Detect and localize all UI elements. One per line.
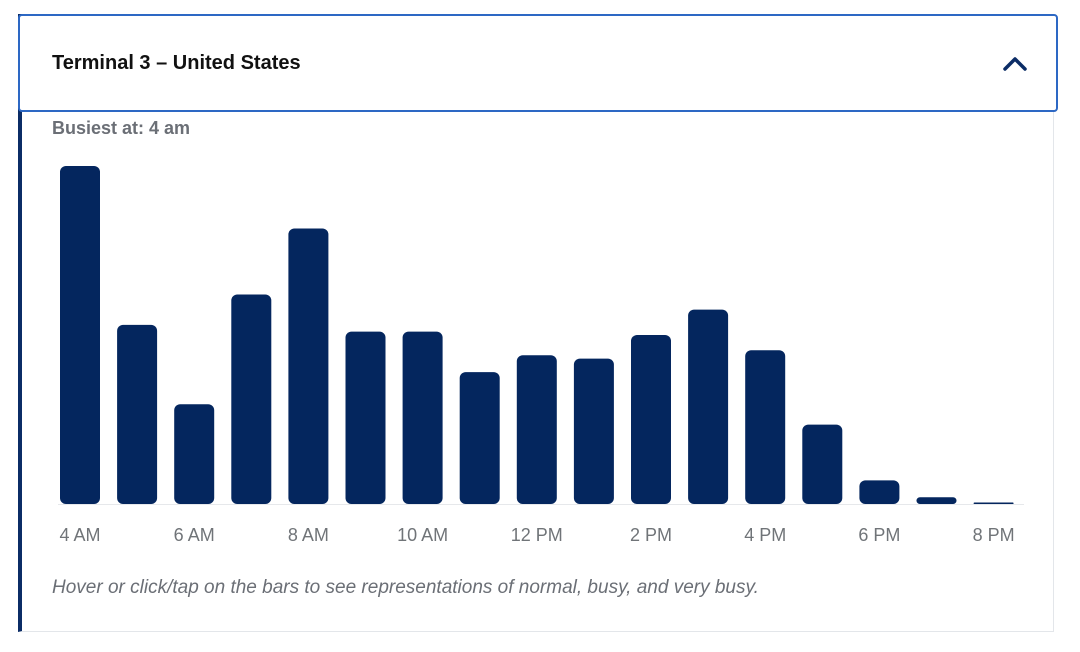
- accordion-header[interactable]: Terminal 3 – United States: [18, 14, 1058, 112]
- chart-hint-text: Hover or click/tap on the bars to see re…: [52, 577, 759, 598]
- x-tick-label: 6 PM: [858, 525, 900, 545]
- x-tick-label: 10 AM: [397, 525, 448, 545]
- bar-2-pm[interactable]: [631, 335, 671, 504]
- x-tick-label: 8 AM: [288, 525, 329, 545]
- bar-1-pm[interactable]: [573, 358, 614, 504]
- terminal-title: Terminal 3 – United States: [52, 52, 301, 74]
- x-tick-label: 4 AM: [59, 525, 100, 545]
- busyness-bar-chart: 4 AM 6 AM 8 AM 10 AM 12 PM 2 PM 4 PM 6 PM 8 PM: [58, 166, 1024, 545]
- bar-8-am[interactable]: [288, 228, 329, 504]
- bar-6-am[interactable]: [174, 404, 215, 504]
- bar-3-pm[interactable]: [688, 309, 729, 504]
- x-tick-label: 2 PM: [630, 525, 672, 545]
- bar-5-am[interactable]: [117, 324, 158, 504]
- x-tick-label: 4 PM: [744, 525, 786, 545]
- busiest-time-label: Busiest at: 4 am: [52, 118, 191, 138]
- bar-7-pm[interactable]: [916, 497, 957, 504]
- bar-9-am[interactable]: [345, 331, 386, 504]
- bar-11-am[interactable]: [459, 372, 500, 504]
- bar-4-pm[interactable]: [745, 350, 786, 504]
- bar-5-pm[interactable]: [802, 424, 843, 504]
- bar-6-pm[interactable]: [859, 480, 900, 504]
- chevron-up-icon[interactable]: [1002, 54, 1028, 74]
- terminal-card: Terminal 3 – United States Busiest at: 4…: [18, 14, 1058, 632]
- bar-10-am[interactable]: [402, 331, 443, 504]
- x-tick-label: 12 PM: [511, 525, 563, 545]
- bar-12-pm[interactable]: [516, 355, 557, 504]
- bar-7-am[interactable]: [231, 294, 272, 504]
- bar-4-am[interactable]: [60, 166, 100, 504]
- x-tick-label: 6 AM: [174, 525, 215, 545]
- x-tick-label: 8 PM: [973, 525, 1015, 545]
- bar-8-pm[interactable]: [973, 502, 1014, 505]
